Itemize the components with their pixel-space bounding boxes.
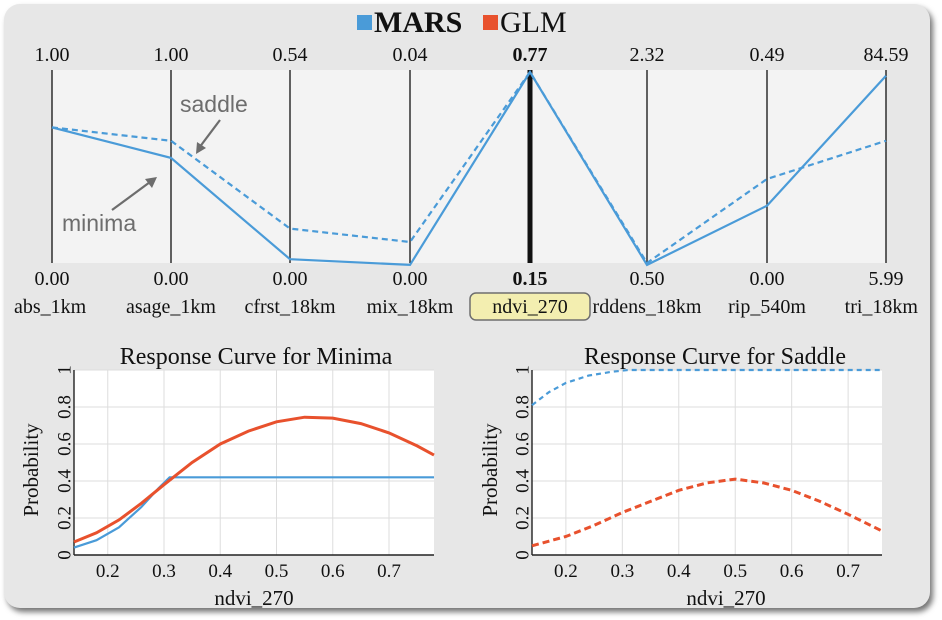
- legend-swatch-glm: [483, 15, 498, 30]
- pc-axis-max-cfrst_18km: 0.54: [273, 44, 308, 66]
- legend-label-glm: GLM: [500, 6, 567, 39]
- rc-minima-ytick: 0.2: [54, 506, 75, 530]
- pc-axis-name-cfrst_18km[interactable]: cfrst_18km: [244, 296, 336, 318]
- rc-saddle-xlabel: ndvi_270: [686, 586, 765, 608]
- rc-minima-xtick: 0.2: [96, 561, 120, 582]
- rc-saddle-xtick: 0.4: [667, 561, 691, 582]
- rc-minima-xtick: 0.7: [377, 561, 401, 582]
- saddle-arrow: [198, 119, 221, 149]
- response-curve-saddle: 0.2 0.3 0.4 0.5 0.6 0.7 0 0.2 0.4 0.6 0.8 1 Respons…: [478, 344, 883, 608]
- pc-axis-name-rip_540m[interactable]: rip_540m: [728, 296, 806, 318]
- minima-arrow: [111, 181, 151, 211]
- rc-minima-plot-area: [74, 370, 434, 555]
- pc-background: [52, 70, 886, 263]
- saddle-arrowhead: [196, 142, 206, 154]
- rc-saddle-xtick: 0.2: [554, 561, 578, 582]
- pc-axis-min-rip_540m: 0.00: [750, 268, 785, 290]
- rc-minima-ytick: 1: [54, 365, 75, 375]
- pc-annotations: saddle minima: [62, 91, 248, 236]
- pc-axis-min-cfrst_18km: 0.00: [273, 268, 308, 290]
- selected-axis-highlight[interactable]: [469, 292, 591, 321]
- pc-axis-name-abs_1km[interactable]: abs_1km: [14, 296, 87, 318]
- rc-saddle-xtick: 0.5: [723, 561, 747, 582]
- rc-minima-series-glm: [73, 415, 435, 544]
- pc-axis-name-ndvi_270[interactable]: ndvi_270: [492, 296, 568, 318]
- rc-saddle-plot: 0.2 0.3 0.4 0.5 0.6 0.7 0 0.2 0.4 0.6 0.8 1: [512, 365, 883, 582]
- rc-saddle-ytick: 0.8: [512, 395, 533, 419]
- pc-axis-max-tri_18km: 84.59: [864, 44, 909, 66]
- minima-annotation: minima: [62, 210, 136, 236]
- rc-saddle-xtick: 0.7: [836, 561, 860, 582]
- rc-minima-xtick: 0.5: [265, 561, 289, 582]
- pc-axes: [51, 70, 887, 263]
- pc-axis-min-ndvi_270: 0.15: [513, 268, 548, 290]
- pc-axis-min-mix_18km: 0.00: [393, 268, 428, 290]
- pc-axis-max-abs_1km: 1.00: [35, 44, 70, 66]
- figure-canvas: MARS GLM 1.00 0.00 abs_1km 1.00 0.00 asage_1k…: [14, 6, 919, 608]
- pc-axis-min-asage_1km: 0.00: [154, 268, 189, 290]
- rc-saddle-ytick: 0: [512, 550, 533, 560]
- rc-saddle-ytick: 0.4: [512, 469, 533, 493]
- rc-saddle-series-mars: [531, 368, 882, 406]
- rc-minima-xtick: 0.4: [208, 561, 232, 582]
- figure-panel: MARS GLM 1.00 0.00 abs_1km 1.00 0.00 asage_1k…: [4, 4, 930, 608]
- pc-axis-min-tri_18km: 5.99: [869, 268, 904, 290]
- saddle-annotation: saddle: [180, 91, 248, 117]
- rc-minima-plot: 0.2 0.3 0.4 0.5 0.6 0.7 0 0.2 0.4 0.6 0.8 1: [54, 365, 435, 582]
- parallel-coordinates-plot: 1.00 0.00 abs_1km 1.00 0.00 asage_1km 0.54 0.00…: [14, 44, 919, 321]
- pc-axis-min-rddens_18km: 0.50: [630, 268, 665, 290]
- rc-saddle-ytick: 0.2: [512, 506, 533, 530]
- legend-swatch-mars: [357, 15, 372, 30]
- rc-saddle-title: Response Curve for Saddle: [584, 344, 846, 370]
- pc-axis-name-rddens_18km[interactable]: rddens_18km: [593, 296, 702, 318]
- rc-saddle-ytick: 0.6: [512, 432, 533, 456]
- rc-minima-ylabel: Probability: [19, 423, 43, 517]
- pc-axis-max-mix_18km: 0.04: [393, 44, 428, 66]
- rc-saddle-plot-area: [532, 370, 882, 555]
- legend-label-mars: MARS: [374, 6, 462, 39]
- pc-line-minima: [51, 69, 887, 267]
- rc-minima-xlabel: ndvi_270: [214, 586, 293, 608]
- rc-minima-series-mars: [73, 476, 434, 549]
- minima-arrowhead: [145, 177, 157, 188]
- rc-saddle-ytick: 1: [512, 365, 533, 375]
- rc-minima-ytick: 0: [54, 550, 75, 560]
- pc-axis-max-ndvi_270: 0.77: [513, 44, 548, 66]
- pc-axis-name-mix_18km[interactable]: mix_18km: [367, 296, 454, 318]
- pc-line-saddle: [51, 70, 887, 265]
- pc-axis-min-abs_1km: 0.00: [35, 268, 70, 290]
- response-curve-minima: 0.2 0.3 0.4 0.5 0.6 0.7 0 0.2 0.4 0.6 0.8 1 Respons…: [19, 344, 435, 608]
- pc-axis-max-rddens_18km: 2.32: [630, 44, 665, 66]
- pc-lines: [51, 69, 887, 267]
- rc-saddle-xtick: 0.3: [610, 561, 634, 582]
- pc-axis-name-tri_18km[interactable]: tri_18km: [845, 296, 919, 318]
- rc-minima-ytick: 0.8: [54, 395, 75, 419]
- pc-axis-max-asage_1km: 1.00: [154, 44, 189, 66]
- rc-saddle-ylabel: Probability: [478, 423, 502, 517]
- rc-minima-title: Response Curve for Minima: [120, 344, 393, 370]
- rc-saddle-series-glm: [531, 477, 883, 548]
- pc-axis-name-asage_1km[interactable]: asage_1km: [126, 296, 216, 318]
- rc-saddle-xtick: 0.6: [780, 561, 804, 582]
- rc-minima-xtick: 0.6: [321, 561, 345, 582]
- rc-minima-ytick: 0.6: [54, 432, 75, 456]
- legend: MARS GLM: [357, 6, 567, 39]
- rc-minima-ytick: 0.4: [54, 469, 75, 493]
- rc-minima-xtick: 0.3: [152, 561, 176, 582]
- pc-axis-max-rip_540m: 0.49: [750, 44, 785, 66]
- pc-labels: 1.00 0.00 abs_1km 1.00 0.00 asage_1km 0.54 0.00…: [14, 44, 919, 321]
